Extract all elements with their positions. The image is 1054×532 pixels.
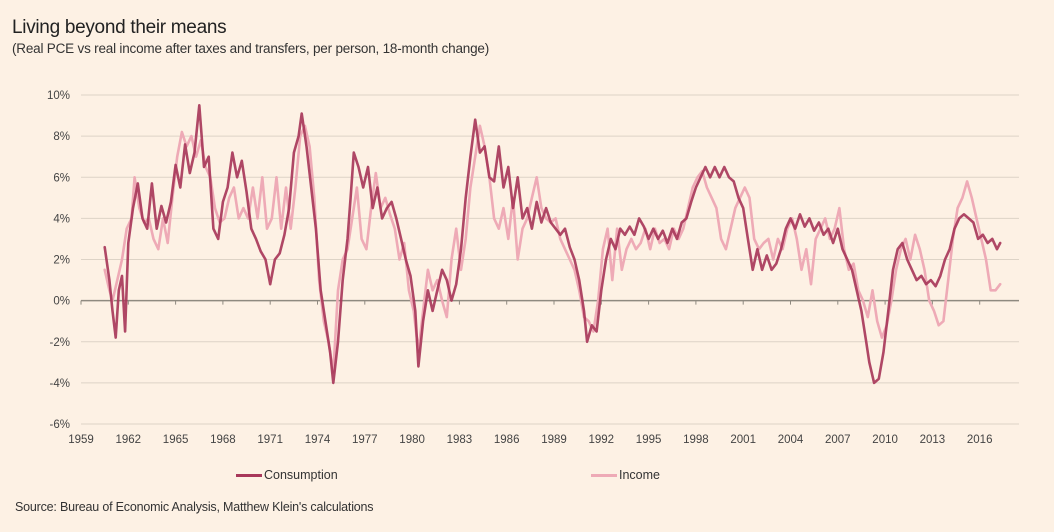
y-tick-label: 0% bbox=[53, 296, 70, 308]
y-tick-label: 6% bbox=[53, 172, 70, 184]
legend-label-consumption: Consumption bbox=[264, 468, 338, 482]
series-line-consumption bbox=[103, 104, 1002, 385]
x-tick-label: 2016 bbox=[967, 434, 993, 446]
x-tick-label: 1965 bbox=[163, 434, 189, 446]
y-tick-label: -2% bbox=[50, 337, 70, 349]
y-axis: 10% 8% 6% 4% 2% 0% -2% -4% -6% bbox=[47, 90, 70, 431]
x-tick-label: 1983 bbox=[447, 434, 473, 446]
x-tick-label: 1974 bbox=[305, 434, 331, 446]
x-tick-label: 1980 bbox=[399, 434, 425, 446]
x-tick-label: 1998 bbox=[683, 434, 709, 446]
chart-title: Living beyond their means bbox=[12, 17, 227, 38]
x-tick-label: 2001 bbox=[730, 434, 756, 446]
x-tick-label: 1959 bbox=[68, 434, 94, 446]
x-tick-label: 2010 bbox=[872, 434, 898, 446]
x-tick-label: 1992 bbox=[589, 434, 615, 446]
y-tick-label: -6% bbox=[50, 419, 70, 431]
x-tick-label: 1995 bbox=[636, 434, 662, 446]
chart-subtitle: (Real PCE vs real income after taxes and… bbox=[12, 41, 489, 56]
x-tick-label: 1989 bbox=[541, 434, 567, 446]
x-tick-label: 1977 bbox=[352, 434, 378, 446]
legend-swatch-consumption bbox=[236, 473, 262, 477]
x-tick-label: 2007 bbox=[825, 434, 851, 446]
x-tick-label: 2013 bbox=[920, 434, 946, 446]
x-axis: 1959 1962 1965 1968 1971 1974 1977 1980 1983 1986… bbox=[68, 300, 993, 446]
legend-label-income: Income bbox=[619, 468, 660, 482]
x-tick-label: 1968 bbox=[210, 434, 236, 446]
y-tick-label: 10% bbox=[47, 90, 70, 102]
legend-item-consumption: Consumption bbox=[236, 468, 338, 482]
legend-swatch-income bbox=[591, 473, 617, 477]
x-tick-label: 1971 bbox=[257, 434, 283, 446]
x-tick-label: 1986 bbox=[494, 434, 520, 446]
x-tick-label: 2004 bbox=[778, 434, 804, 446]
y-tick-label: 8% bbox=[53, 131, 70, 143]
y-tick-label: -4% bbox=[50, 378, 70, 390]
y-tick-label: 2% bbox=[53, 255, 70, 267]
legend-item-income: Income bbox=[591, 468, 660, 482]
y-tick-label: 4% bbox=[53, 213, 70, 225]
source-note: Source: Bureau of Economic Analysis, Mat… bbox=[15, 500, 374, 514]
series-lines bbox=[81, 104, 1019, 385]
x-tick-label: 1962 bbox=[116, 434, 142, 446]
